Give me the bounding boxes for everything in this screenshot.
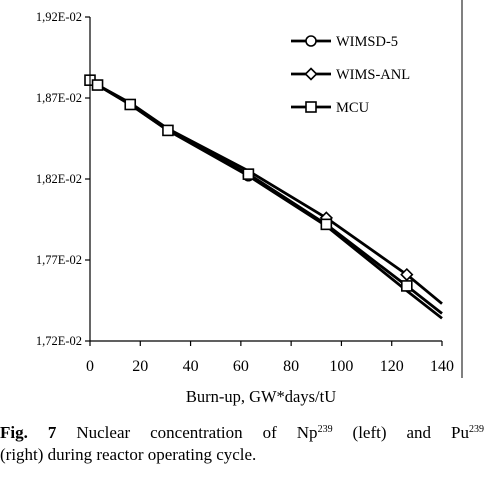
data-point-mcu	[162, 124, 174, 137]
y-tick-label: 1,77E-02	[36, 253, 82, 267]
data-point-mcu	[91, 79, 104, 91]
caption-text-1: Nuclear concentration of Np	[56, 423, 318, 442]
series-line-mcu	[89, 79, 443, 315]
x-tick-label: 140	[430, 358, 454, 375]
x-tick-label: 40	[183, 358, 199, 375]
data-point-mcu	[320, 218, 333, 231]
caption-sup-2: 239	[469, 424, 485, 435]
chart: 1,72E-02 1,77E-02 1,82E-02 1,87E-02 1,92E-02…	[36, 0, 463, 406]
caption-text-2: (left) and Pu	[332, 423, 470, 442]
x-tick-label: 60	[233, 358, 249, 375]
data-point-wims-anl	[400, 267, 414, 282]
plot-lines	[89, 79, 443, 320]
x-tick-label: 0	[86, 358, 94, 375]
y-tick-label: 1,92E-02	[36, 10, 82, 24]
figure-caption: Fig. 7 Nuclear concentration of Np239 (l…	[0, 422, 484, 466]
legend-label: MCU	[336, 100, 370, 116]
data-point-mcu	[124, 98, 137, 111]
caption-text-3: (right) during reactor operating cycle.	[0, 445, 257, 464]
x-tick-label: 80	[283, 358, 299, 375]
y-tick-label: 1,82E-02	[36, 172, 82, 186]
x-tick-label: 20	[132, 358, 148, 375]
legend-label: WIMS-ANL	[336, 67, 410, 83]
legend-marker-circle	[305, 35, 317, 47]
data-point-mcu	[400, 280, 413, 292]
legend-marker-diamond	[304, 67, 318, 81]
y-tick-label: 1,72E-02	[36, 334, 82, 348]
caption-sup-1: 239	[317, 424, 333, 435]
axes: 1,72E-02 1,77E-02 1,82E-02 1,87E-02 1,92E-02…	[36, 0, 463, 378]
data-point-mcu	[242, 168, 255, 180]
y-tick-label: 1,87E-02	[36, 91, 82, 105]
x-tick-label: 100	[329, 358, 353, 375]
legend-marker-square	[305, 101, 317, 113]
caption-label: Fig. 7	[0, 423, 57, 442]
legend: WIMSD-5 WIMS-ANL MCU	[291, 34, 410, 116]
x-tick-label: 120	[380, 358, 404, 375]
legend-label: WIMSD-5	[336, 34, 398, 50]
series-line-wimsd-5	[89, 80, 443, 320]
x-axis-label: Burn-up, GW*days/tU	[186, 387, 336, 406]
series-line-wims-anl	[89, 80, 443, 305]
